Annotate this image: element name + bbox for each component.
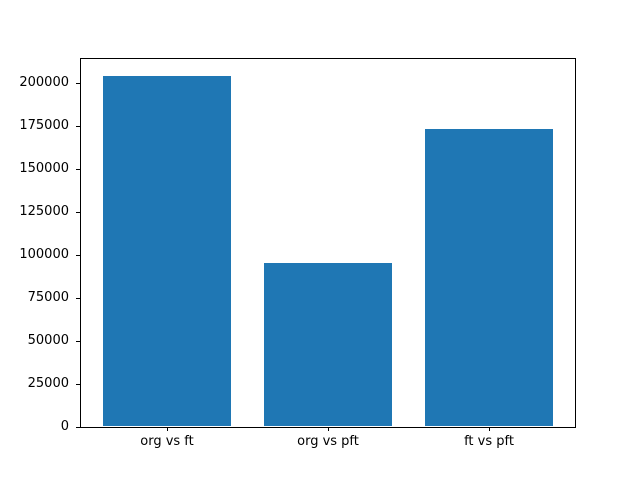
- y-tick-mark: [76, 297, 80, 299]
- y-tick-label: 125000: [19, 203, 69, 219]
- y-tick-label: 150000: [19, 160, 69, 176]
- y-tick-label: 175000: [19, 117, 69, 133]
- y-tick-mark: [76, 168, 80, 170]
- x-tick-label: org vs ft: [140, 434, 194, 449]
- x-tick-label: org vs pft: [297, 434, 359, 449]
- y-tick-mark: [76, 125, 80, 127]
- x-tick-mark: [167, 427, 168, 431]
- bar-org-vs-pft: [263, 263, 393, 426]
- bar-org-vs-ft: [102, 75, 232, 426]
- y-tick-label: 200000: [19, 74, 69, 90]
- y-tick-mark: [76, 427, 80, 428]
- x-tick-label: ft vs pft: [464, 434, 514, 449]
- y-tick-mark: [76, 383, 80, 385]
- y-tick-label: 50000: [27, 332, 69, 348]
- x-tick-mark: [489, 427, 490, 431]
- y-tick-label: 25000: [27, 375, 69, 391]
- bar-ft-vs-pft: [424, 129, 554, 426]
- y-tick-mark: [76, 254, 80, 256]
- y-tick-mark: [76, 82, 80, 84]
- y-tick-label: 75000: [27, 289, 69, 305]
- y-tick-mark: [76, 211, 80, 213]
- y-tick-mark: [76, 340, 80, 342]
- y-tick-label: 0: [60, 419, 69, 434]
- x-tick-mark: [328, 427, 329, 431]
- y-tick-label: 100000: [19, 246, 69, 262]
